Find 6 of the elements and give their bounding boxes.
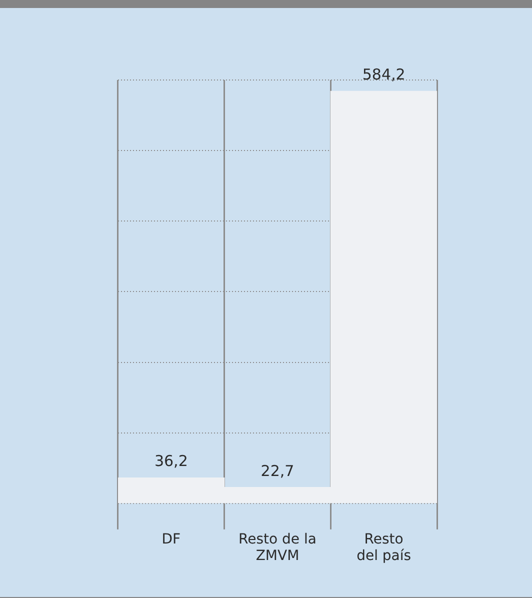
- x-tick-label: DF: [162, 531, 181, 548]
- x-tick-label: Resto de la ZMVM: [238, 531, 316, 564]
- x-tick-label: Resto del país: [356, 531, 412, 564]
- data-label: 36,2: [154, 452, 188, 470]
- data-label: 22,7: [260, 462, 294, 480]
- data-label: 584,2: [362, 66, 406, 84]
